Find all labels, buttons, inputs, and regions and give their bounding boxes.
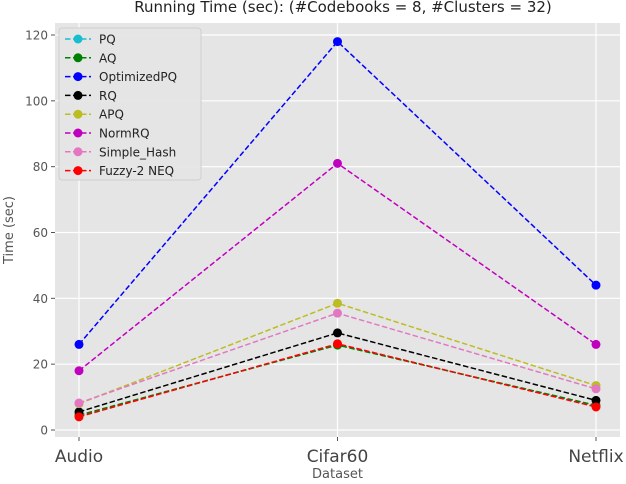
data-point <box>333 298 342 308</box>
data-point <box>591 384 601 394</box>
data-point <box>591 280 601 290</box>
legend-label: RQ <box>99 89 117 103</box>
y-tick-label: 100 <box>25 94 48 108</box>
data-point <box>333 308 342 318</box>
series-simple-hash <box>74 308 601 408</box>
series-optimizedpq <box>74 37 601 349</box>
data-point <box>74 339 84 349</box>
legend-label: Fuzzy-2 NEQ <box>99 164 174 178</box>
legend: PQ AQ OptimizedPQ RQ APQ NormRQ Simple_Hash Fuz… <box>58 27 202 181</box>
series-normrq <box>74 158 601 376</box>
series-fuzzy-2-neq <box>74 339 601 422</box>
data-point <box>74 366 84 376</box>
y-tick-label: 40 <box>33 292 48 306</box>
data-point <box>591 402 601 412</box>
legend-box <box>58 27 202 181</box>
data-point <box>333 339 342 349</box>
y-tick-label: 120 <box>25 29 48 43</box>
chart-title: Running Time (sec): (#Codebooks = 8, #Cl… <box>134 0 552 16</box>
legend-marker <box>73 128 83 138</box>
series-line <box>78 40 597 345</box>
y-axis-label: Time (sec) <box>2 196 17 265</box>
data-point <box>591 395 601 405</box>
x-tick-label: Netflix <box>568 447 623 467</box>
legend-label: APQ <box>99 108 124 122</box>
x-tick-label: Audio <box>55 447 103 467</box>
x-axis-label: Dataset <box>312 467 363 480</box>
y-tick-label: 80 <box>33 160 48 174</box>
y-tick-label: 0 <box>40 424 48 438</box>
data-point <box>74 398 84 408</box>
legend-marker <box>73 90 83 100</box>
legend-label: NormRQ <box>99 127 150 141</box>
x-tick-label: Cifar60 <box>307 447 369 467</box>
legend-marker <box>73 109 83 119</box>
legend-marker <box>73 147 83 157</box>
legend-label: OptimizedPQ <box>99 70 177 84</box>
data-point <box>74 412 84 422</box>
legend-label: PQ <box>99 33 116 47</box>
data-point <box>333 328 342 338</box>
legend-marker <box>73 34 83 44</box>
data-point <box>333 37 342 47</box>
legend-label: AQ <box>99 51 116 65</box>
data-point <box>333 158 342 168</box>
legend-label: Simple_Hash <box>99 145 176 159</box>
legend-marker <box>73 53 83 63</box>
legend-marker <box>73 166 83 176</box>
y-tick-label: 20 <box>33 358 48 372</box>
y-tick-label: 60 <box>33 226 48 240</box>
series-line <box>78 332 597 413</box>
legend-marker <box>73 72 83 82</box>
data-point <box>591 339 601 349</box>
